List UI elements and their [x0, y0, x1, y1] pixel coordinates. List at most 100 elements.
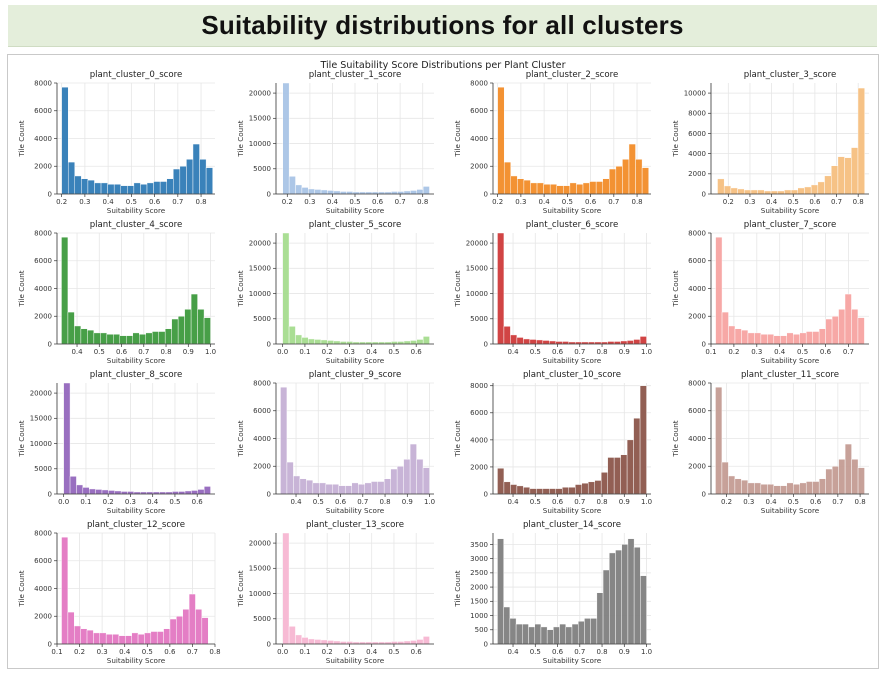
y-tick-label: 10000: [249, 140, 271, 148]
histogram-bar: [540, 626, 548, 645]
x-tick-label: 0.5: [388, 348, 399, 356]
histogram-bar: [63, 382, 71, 495]
y-tick-label: 0: [267, 190, 271, 198]
y-tick-label: 10000: [30, 440, 52, 448]
figure-panel: Tile Suitability Score Distributions per…: [7, 54, 879, 669]
histogram-bar: [383, 478, 391, 495]
x-axis-label: Suitability Score: [326, 506, 385, 515]
histogram-bar: [516, 485, 524, 495]
histogram-bar: [191, 490, 199, 495]
x-tick-label: 0.6: [552, 648, 564, 656]
y-tick-label: 0: [267, 640, 271, 648]
y-axis-label: Tile Count: [17, 420, 26, 457]
histogram-bar: [416, 339, 424, 345]
x-axis-label: Suitability Score: [543, 506, 602, 515]
histogram-bar: [509, 618, 517, 645]
histogram-bar: [812, 481, 820, 495]
histogram-panel: 0 5000 10000 15000 20000 0.0 0.1 0.2 0.3 0.4 0.5 0.…: [236, 220, 434, 365]
x-tick-label: 0.4: [766, 498, 778, 506]
histogram-bar: [734, 328, 742, 345]
histogram-bar: [793, 484, 800, 495]
histogram-bar: [301, 187, 309, 195]
histogram-bar: [86, 629, 94, 645]
histogram-bar: [764, 190, 772, 195]
x-tick-label: 0.4: [507, 348, 519, 356]
x-tick-label: 0.3: [515, 198, 526, 206]
histogram-bar: [184, 309, 192, 345]
histogram-bar: [307, 338, 315, 345]
y-axis-label: Tile Count: [453, 120, 462, 157]
x-tick-label: 0.7: [574, 648, 585, 656]
x-tick-label: 0.4: [366, 648, 378, 656]
histogram-bar: [640, 575, 647, 645]
histogram-bar: [94, 182, 102, 195]
histogram-bar: [87, 179, 95, 195]
x-tick-label: 0.3: [751, 348, 762, 356]
histogram-bar: [584, 618, 591, 645]
histogram-bar: [602, 569, 610, 645]
x-tick-label: 0.5: [142, 648, 153, 656]
y-tick-label: 15000: [30, 415, 52, 423]
y-tick-label: 15000: [466, 265, 488, 273]
y-tick-label: 1000: [470, 612, 488, 620]
x-tick-label: 1.0: [641, 648, 652, 656]
histogram-bar: [105, 634, 113, 645]
y-tick-label: 8000: [688, 110, 706, 118]
y-tick-label: 20000: [466, 239, 488, 247]
histogram-bar: [195, 609, 203, 645]
y-axis-label: Tile Count: [17, 570, 26, 607]
y-tick-label: 6000: [470, 107, 488, 115]
histogram-bar: [150, 631, 158, 645]
histogram-bar: [805, 331, 813, 345]
histogram-bar: [288, 176, 296, 195]
y-tick-label: 20000: [249, 539, 271, 547]
y-axis-label: Tile Count: [671, 420, 680, 457]
y-tick-label: 5000: [470, 315, 488, 323]
histogram-bar: [61, 536, 69, 645]
x-axis-label: Suitability Score: [107, 656, 166, 665]
histogram-bar: [139, 334, 146, 345]
x-tick-label: 0.8: [596, 348, 607, 356]
histogram-bar: [140, 184, 148, 195]
histogram-bar: [747, 482, 755, 495]
histogram-bar: [416, 639, 424, 645]
histogram-bar: [497, 86, 505, 195]
x-tick-label: 0.2: [721, 498, 732, 506]
histogram-bar: [416, 459, 424, 495]
x-tick-label: 0.1: [705, 348, 716, 356]
histogram-bar: [831, 466, 839, 495]
histogram-bar: [422, 186, 430, 195]
histogram-panel: 0 5000 10000 15000 20000 0.4 0.5 0.6 0.7 0.8 0.9 1.…: [453, 220, 652, 365]
x-tick-label: 0.0: [277, 348, 288, 356]
histogram-bar: [409, 443, 417, 495]
histogram-bar: [293, 475, 301, 495]
histogram-bar: [282, 532, 290, 645]
histogram-bar: [299, 478, 307, 495]
histogram-bar: [151, 331, 159, 345]
histogram-bar: [314, 339, 322, 345]
histogram-bar: [74, 175, 82, 195]
histogram-bar: [613, 457, 621, 495]
y-tick-label: 4000: [253, 435, 271, 443]
y-tick-label: 4000: [34, 285, 52, 293]
histogram-bar: [345, 485, 352, 495]
x-tick-label: 0.6: [552, 348, 564, 356]
histogram-bar: [333, 640, 341, 645]
x-tick-label: 0.7: [574, 348, 585, 356]
histogram-bar: [553, 626, 560, 645]
panel-title: plant_cluster_9_score: [309, 370, 402, 380]
histogram-panel: 0 2000 4000 6000 8000 0.1 0.2 0.3 0.4 0.5 0.6 0.7 0.…: [17, 520, 221, 665]
histogram-bar: [804, 186, 812, 195]
x-axis-label: Suitability Score: [761, 206, 820, 215]
histogram-bar: [536, 339, 544, 345]
histogram-panel: 0 2000 4000 6000 8000 0.4 0.5 0.6 0.7 0.8 0.9 1.0 pl…: [236, 370, 435, 515]
y-tick-label: 0: [484, 640, 488, 648]
histogram-panel: 0 2000 4000 6000 8000 0.2 0.3 0.4 0.5 0.6 0.7 0.8 pl…: [17, 70, 215, 215]
x-tick-label: 0.2: [728, 348, 739, 356]
panel-title: plant_cluster_13_score: [306, 520, 404, 530]
x-tick-label: 0.6: [809, 198, 821, 206]
y-tick-label: 2000: [34, 613, 52, 621]
histogram-bar: [609, 168, 617, 195]
histogram-bar: [754, 332, 762, 345]
histogram-bar: [112, 634, 120, 645]
